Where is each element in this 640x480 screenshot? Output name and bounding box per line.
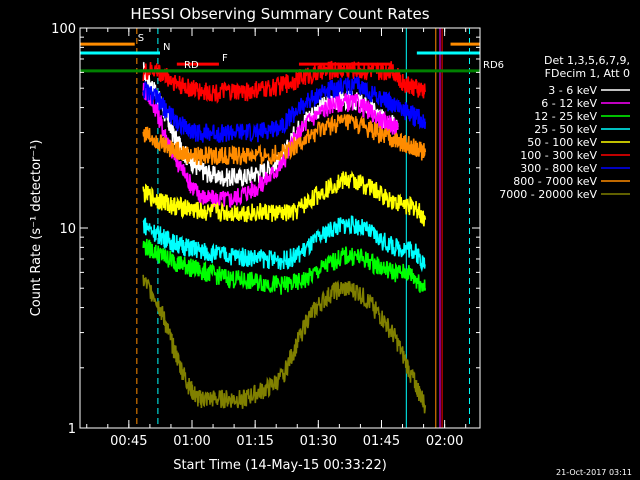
footer-timestamp: 21-Oct-2017 03:11 <box>556 468 632 477</box>
series-line-1 <box>142 82 399 209</box>
legend-label-3: 25 - 50 keV <box>534 123 597 136</box>
chart-title: HESSI Observing Summary Count Rates <box>130 5 429 23</box>
legend-label-6: 300 - 800 keV <box>520 162 597 175</box>
series-layer <box>142 60 427 414</box>
legend-label-2: 12 - 25 keV <box>534 110 597 123</box>
x-axis-label: Start Time (14-May-15 00:33:22) <box>173 458 387 473</box>
legend-label-0: 3 - 6 keV <box>548 84 597 97</box>
x-tick-label-5: 02:00 <box>426 434 463 449</box>
series-line-4 <box>142 170 427 227</box>
legend-label-1: 6 - 12 keV <box>541 97 597 110</box>
annotation-label-4: RD6 <box>483 60 504 71</box>
x-tick-label-1: 01:00 <box>173 434 210 449</box>
legend-header-line-1: Det 1,3,5,6,7,9, <box>544 54 630 67</box>
x-tick-label-0: 00:45 <box>110 434 147 449</box>
annotation-label-1: N <box>163 42 170 53</box>
annotation-layer: S N F RD RD6 <box>80 33 504 73</box>
y-tick-label-2: 100 <box>51 22 76 37</box>
legend-label-8: 7000 - 20000 keV <box>499 188 597 201</box>
x-tick-label-3: 01:30 <box>300 434 337 449</box>
x-tick-label-2: 01:15 <box>236 434 273 449</box>
axis-ticks: 00:45 01:00 01:15 01:30 01:45 02:00 1 10 100 <box>51 22 480 449</box>
y-tick-label-0: 1 <box>68 422 76 437</box>
legend-label-5: 100 - 300 keV <box>520 149 597 162</box>
series-line-5 <box>142 60 427 104</box>
annotation-label-2: F <box>222 53 228 64</box>
annotation-label-0: S <box>138 33 144 44</box>
x-tick-label-4: 01:45 <box>363 434 400 449</box>
series-line-6 <box>142 75 427 143</box>
series-line-3 <box>142 215 426 273</box>
series-line-7 <box>142 113 427 166</box>
y-tick-label-1: 10 <box>59 222 76 237</box>
legend-label-4: 50 - 100 keV <box>527 136 597 149</box>
legend-header-line-2: FDecim 1, Att 0 <box>545 67 630 80</box>
y-axis-label: Count Rate (s⁻¹ detector⁻¹) <box>29 140 44 317</box>
annotation-label-3: RD <box>184 60 199 71</box>
series-line-8 <box>142 274 427 414</box>
legend-label-7: 800 - 7000 keV <box>513 175 597 188</box>
series-line-2 <box>142 238 427 295</box>
legend: Det 1,3,5,6,7,9, FDecim 1, Att 0 3 - 6 k… <box>499 54 630 201</box>
